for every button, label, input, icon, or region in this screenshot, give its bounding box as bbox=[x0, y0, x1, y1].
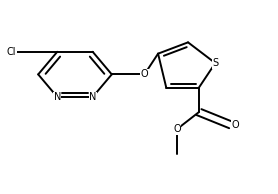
Text: N: N bbox=[89, 92, 96, 102]
Text: O: O bbox=[232, 120, 239, 130]
Text: O: O bbox=[141, 69, 148, 79]
Text: Cl: Cl bbox=[7, 47, 16, 57]
Text: S: S bbox=[212, 58, 218, 68]
Text: O: O bbox=[173, 124, 181, 134]
Text: N: N bbox=[54, 92, 61, 102]
